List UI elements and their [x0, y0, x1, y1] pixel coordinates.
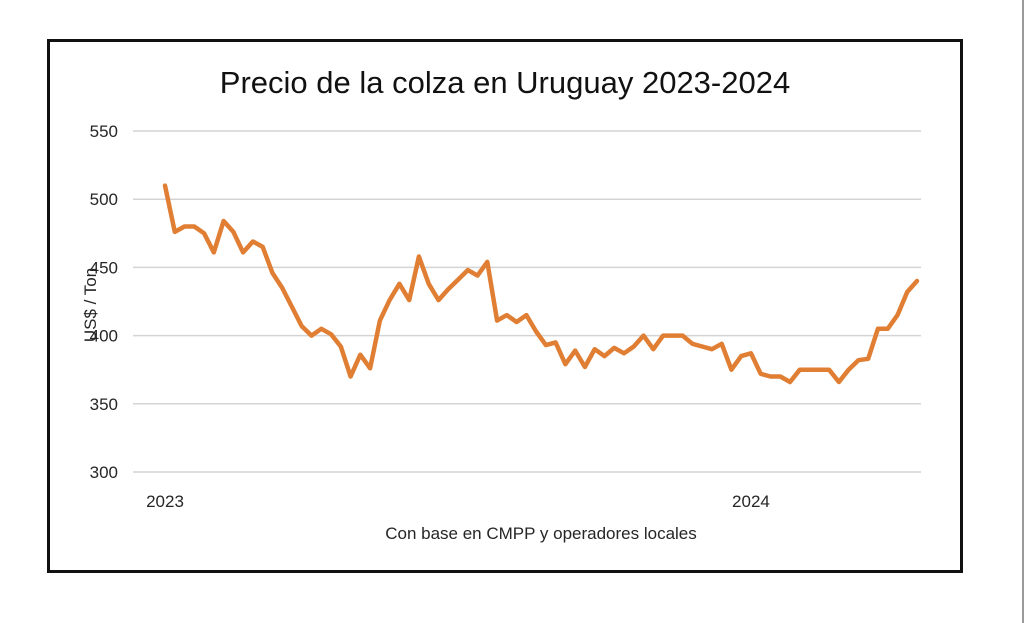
- page-edge: [1022, 0, 1024, 623]
- y-tick-label: 350: [90, 395, 118, 414]
- y-axis-ticks: 300 350 400 450 500 550: [90, 122, 118, 482]
- y-tick-label: 400: [90, 327, 118, 346]
- y-tick-label: 300: [90, 463, 118, 482]
- x-tick-label: 2024: [732, 492, 770, 511]
- series-group: [162, 183, 920, 385]
- chart-frame: [47, 39, 963, 573]
- y-tick-label: 500: [90, 190, 118, 209]
- y-tick-label: 550: [90, 122, 118, 141]
- series-line: [162, 183, 920, 385]
- x-tick-label: 2023: [146, 492, 184, 511]
- y-tick-label: 450: [90, 258, 118, 277]
- y-axis-label: US$ / Ton: [81, 268, 100, 342]
- chart-title: Precio de la colza en Uruguay 2023-2024: [220, 65, 790, 100]
- gridlines: [133, 130, 921, 473]
- x-axis-ticks: 2023 2024: [146, 492, 770, 511]
- x-axis-label: Con base en CMPP y operadores locales: [385, 524, 697, 543]
